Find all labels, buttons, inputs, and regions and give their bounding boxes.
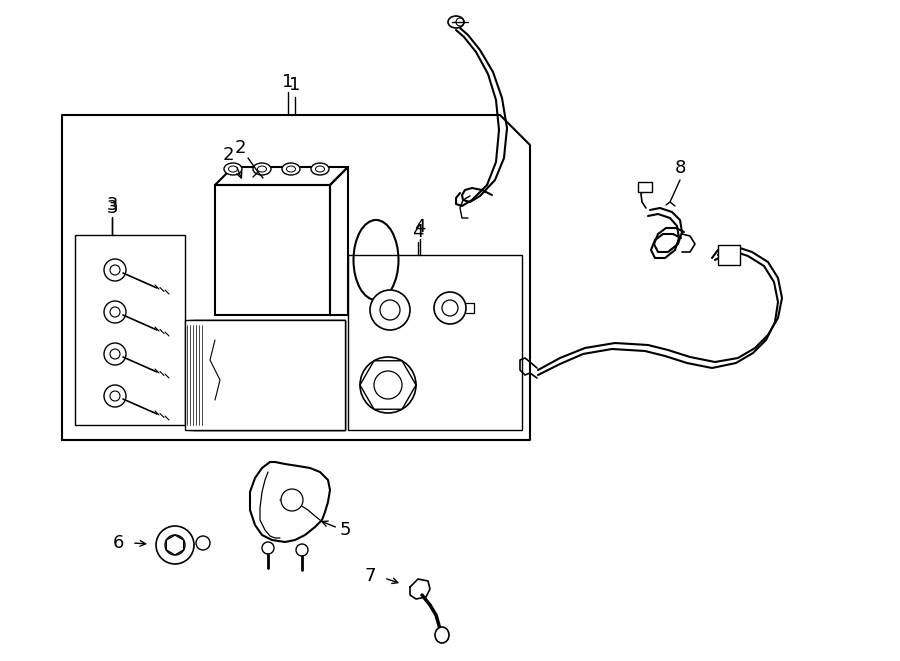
- Ellipse shape: [434, 292, 466, 324]
- Ellipse shape: [110, 265, 120, 275]
- Text: 8: 8: [674, 159, 686, 177]
- Ellipse shape: [282, 163, 300, 175]
- Bar: [638, 182, 652, 192]
- Ellipse shape: [442, 300, 458, 316]
- Text: 5: 5: [339, 521, 351, 539]
- Ellipse shape: [311, 163, 329, 175]
- Text: 1: 1: [289, 76, 301, 94]
- Ellipse shape: [360, 357, 416, 413]
- Text: 4: 4: [414, 218, 426, 236]
- Ellipse shape: [281, 489, 303, 511]
- Ellipse shape: [448, 16, 464, 28]
- Ellipse shape: [370, 290, 410, 330]
- Ellipse shape: [354, 220, 399, 300]
- Ellipse shape: [110, 307, 120, 317]
- Bar: [189, 320, 345, 430]
- Bar: [185, 320, 345, 430]
- Bar: [215, 185, 330, 315]
- Ellipse shape: [196, 536, 210, 550]
- Ellipse shape: [104, 385, 126, 407]
- Text: 1: 1: [283, 73, 293, 91]
- Ellipse shape: [104, 259, 126, 281]
- Text: 3: 3: [106, 196, 118, 214]
- Text: 7: 7: [364, 567, 376, 585]
- Bar: [718, 245, 740, 265]
- Ellipse shape: [165, 535, 185, 555]
- Bar: [75, 235, 185, 425]
- Ellipse shape: [104, 343, 126, 365]
- Text: 6: 6: [112, 534, 123, 552]
- Text: 2: 2: [222, 146, 234, 164]
- Ellipse shape: [435, 627, 449, 643]
- Ellipse shape: [253, 163, 271, 175]
- Ellipse shape: [296, 544, 308, 556]
- Ellipse shape: [224, 163, 242, 175]
- Ellipse shape: [110, 349, 120, 359]
- Ellipse shape: [262, 542, 274, 554]
- Bar: [348, 255, 522, 430]
- Bar: [193, 320, 345, 430]
- Text: 2: 2: [234, 139, 246, 157]
- Ellipse shape: [110, 391, 120, 401]
- Ellipse shape: [374, 371, 402, 399]
- Text: 4: 4: [412, 223, 424, 241]
- Ellipse shape: [104, 301, 126, 323]
- Ellipse shape: [156, 526, 194, 564]
- Text: 3: 3: [106, 199, 118, 217]
- Ellipse shape: [380, 300, 400, 320]
